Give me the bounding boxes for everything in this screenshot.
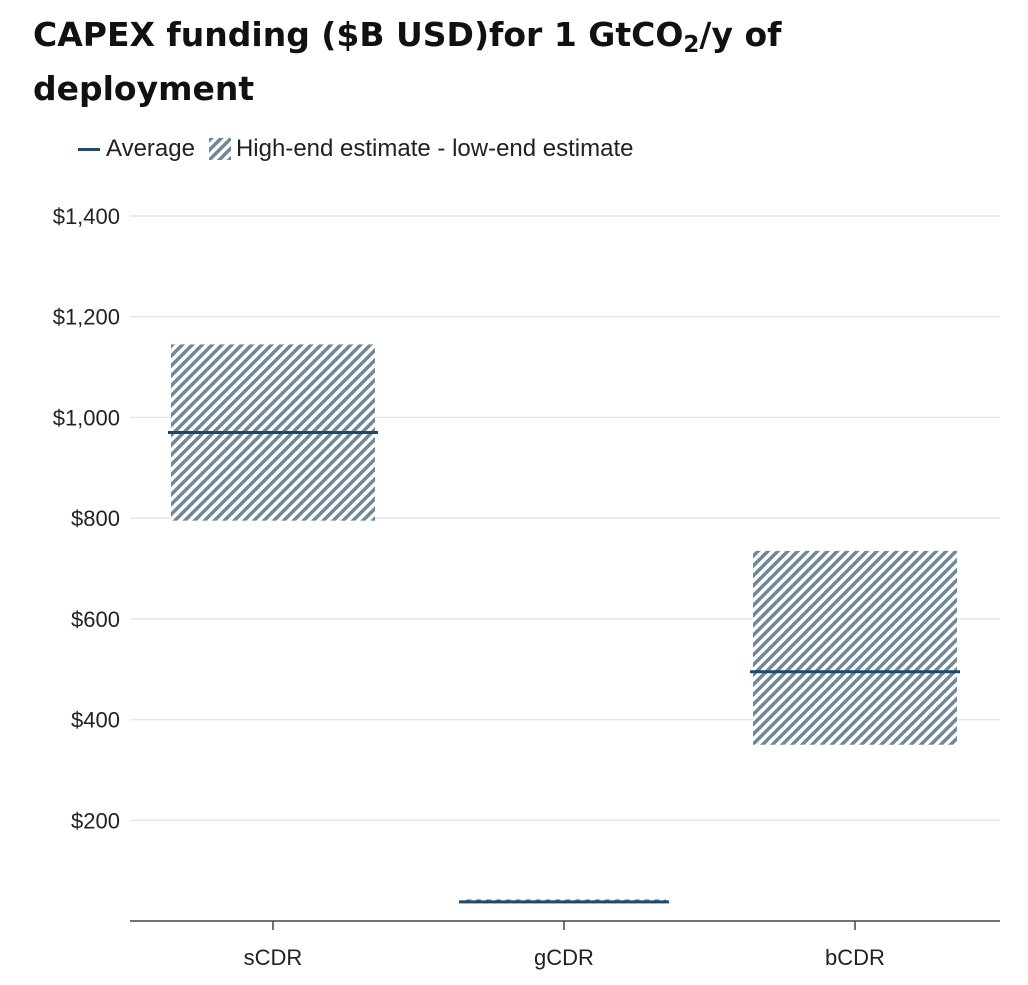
range-box-bCDR <box>753 550 957 745</box>
y-tick-label: $600 <box>71 607 120 632</box>
y-tick-label: $1,200 <box>53 305 120 330</box>
y-tick-label: $200 <box>71 808 120 833</box>
y-tick-label: $800 <box>71 506 120 531</box>
chart-title: CAPEX funding ($B USD)for 1 GtCO2/y of d… <box>33 15 782 108</box>
x-tick-label: gCDR <box>534 945 594 970</box>
average-lines <box>168 431 960 904</box>
y-tick-label: $1,000 <box>53 405 120 430</box>
grid-lines <box>130 215 1000 822</box>
y-tick-label: $1,400 <box>53 204 120 229</box>
legend-average-line-icon <box>78 147 100 151</box>
x-tick-label: bCDR <box>825 945 885 970</box>
legend-hatch-swatch-icon <box>208 138 231 160</box>
range-box-sCDR <box>171 344 375 521</box>
range-boxes <box>171 344 957 904</box>
legend-average-label: Average <box>106 135 195 162</box>
axes: $200 $400 $600 $800 $1,000 $1,200 $1,400 sCDR gC… <box>53 204 1000 970</box>
x-tick-label: sCDR <box>244 945 303 970</box>
legend-range-label: High-end estimate - low-end estimate <box>235 135 634 162</box>
range-box-gCDR <box>462 899 666 904</box>
legend: Average High-end estimate - low-end esti… <box>78 132 647 166</box>
title-subscript: 2 <box>683 32 700 58</box>
y-tick-label: $400 <box>71 708 120 733</box>
legend-item-range: High-end estimate - low-end estimate <box>208 135 634 163</box>
legend-item-average: Average <box>78 135 195 163</box>
